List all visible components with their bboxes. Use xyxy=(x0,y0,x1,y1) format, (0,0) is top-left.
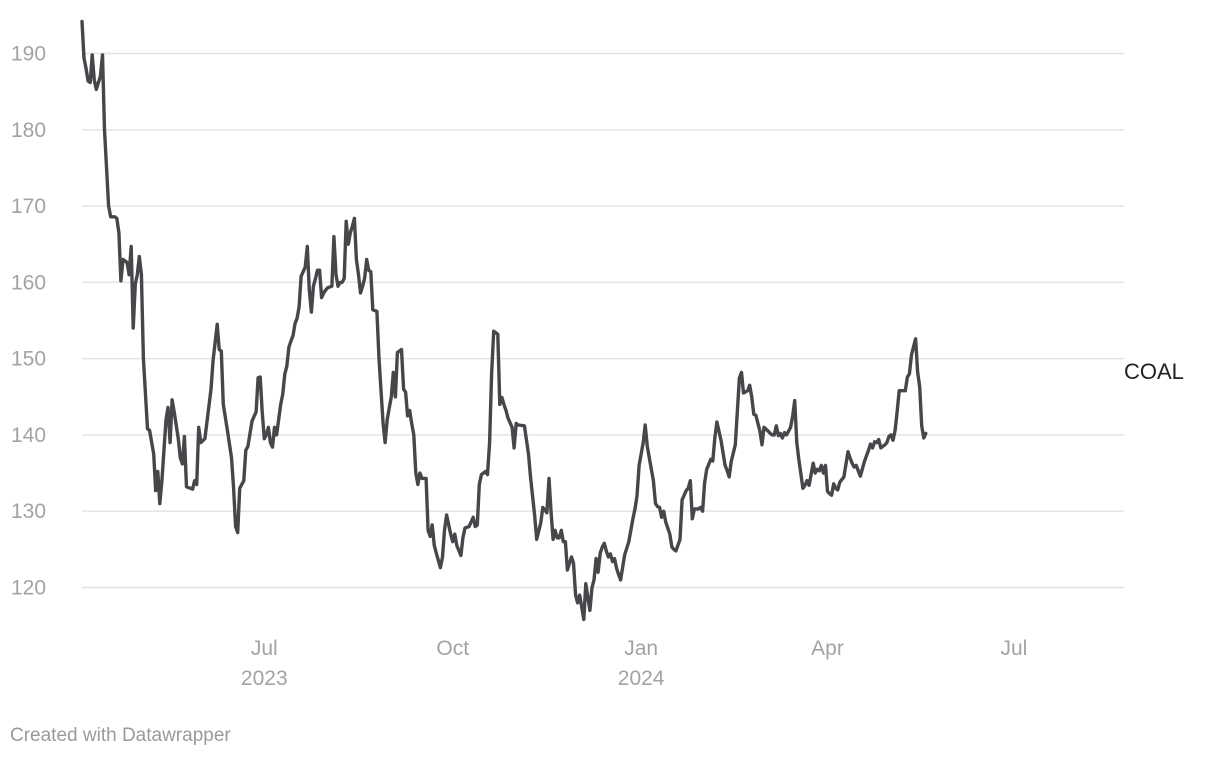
series-label: COAL xyxy=(1124,359,1184,384)
y-axis: 120 130 140 150 160 170 180 190 xyxy=(11,43,46,600)
y-tick-label: 150 xyxy=(11,348,46,371)
datawrapper-credit: Created with Datawrapper xyxy=(10,725,231,746)
x-tick-label: Apr xyxy=(811,637,844,660)
x-axis: Jul 2023 Oct Jan 2024 Apr Jul xyxy=(241,637,1027,690)
y-tick-label: 170 xyxy=(11,195,46,218)
y-tick-label: 120 xyxy=(11,577,46,600)
y-tick-label: 160 xyxy=(11,271,46,294)
x-tick-year-label: 2023 xyxy=(241,667,288,690)
x-tick-label: Oct xyxy=(436,637,469,660)
y-tick-label: 140 xyxy=(11,424,46,447)
y-tick-label: 180 xyxy=(11,119,46,142)
y-tick-label: 130 xyxy=(11,500,46,523)
plot-area xyxy=(80,19,928,622)
x-tick-label: Jul xyxy=(251,637,278,660)
series-line-coal xyxy=(80,19,928,622)
x-tick-label: Jul xyxy=(1000,637,1027,660)
gridlines xyxy=(82,52,1124,589)
y-tick-label: 190 xyxy=(11,43,46,66)
x-tick-year-label: 2024 xyxy=(618,667,665,690)
x-tick-label: Jan xyxy=(624,637,658,660)
